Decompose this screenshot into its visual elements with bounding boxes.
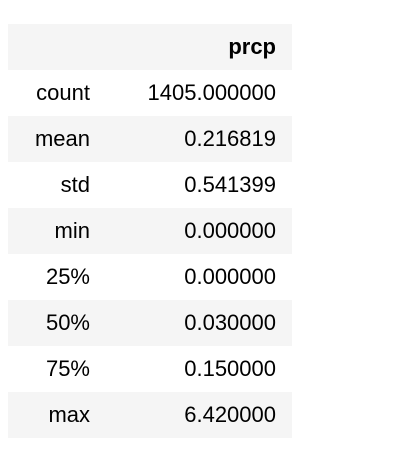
row-label: std: [60, 172, 90, 197]
index-header-cell: [8, 24, 106, 70]
cell-value: 6.420000: [184, 402, 276, 427]
table-row: mean 0.216819: [8, 116, 292, 162]
row-label: 75%: [45, 356, 90, 381]
row-label: min: [54, 218, 90, 243]
table-row: min 0.000000: [8, 208, 292, 254]
table-row: 75% 0.150000: [8, 346, 292, 392]
cell-value: 0.541399: [184, 172, 276, 197]
row-label: 25%: [45, 264, 90, 289]
dataframe-output: prcp count 1405.000000 mean 0.216819 std…: [8, 24, 292, 438]
row-label: 50%: [45, 310, 90, 335]
cell-value: 1405.000000: [147, 80, 276, 105]
header-row: prcp: [8, 24, 292, 70]
cell-value: 0.000000: [184, 218, 276, 243]
table-row: std 0.541399: [8, 162, 292, 208]
cell-value: 0.216819: [184, 126, 276, 151]
describe-table: prcp count 1405.000000 mean 0.216819 std…: [8, 24, 292, 438]
table-row: max 6.420000: [8, 392, 292, 438]
table-row: count 1405.000000: [8, 70, 292, 116]
column-header-prcp: prcp: [106, 24, 292, 70]
row-label: max: [48, 402, 90, 427]
table-body: count 1405.000000 mean 0.216819 std 0.54…: [8, 70, 292, 438]
table-header: prcp: [8, 24, 292, 70]
cell-value: 0.150000: [184, 356, 276, 381]
table-row: 50% 0.030000: [8, 300, 292, 346]
table-row: 25% 0.000000: [8, 254, 292, 300]
cell-value: 0.000000: [184, 264, 276, 289]
row-label: count: [36, 80, 90, 105]
cell-value: 0.030000: [184, 310, 276, 335]
row-label: mean: [34, 126, 90, 151]
